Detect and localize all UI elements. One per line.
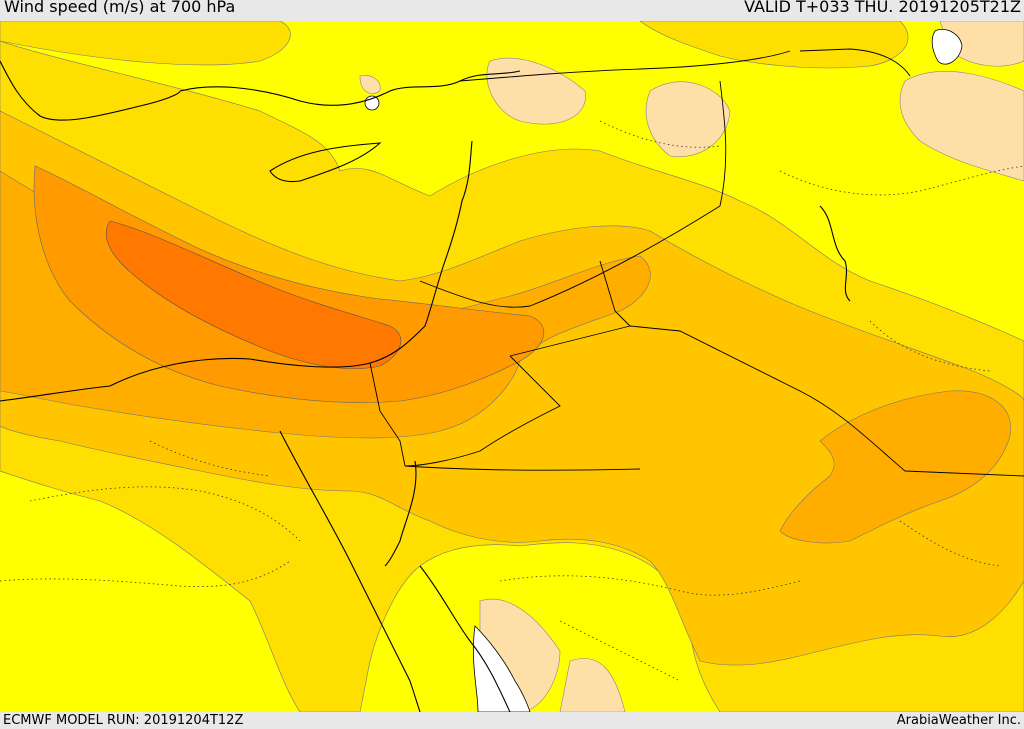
model-run-label: ECMWF MODEL RUN: 20191204T12Z xyxy=(3,713,244,728)
map-header: Wind speed (m/s) at 700 hPa VALID T+033 … xyxy=(0,0,1024,21)
map-title: Wind speed (m/s) at 700 hPa xyxy=(4,0,236,16)
valid-time: VALID T+033 THU. 20191205T21Z xyxy=(744,0,1021,16)
wind-speed-map xyxy=(0,21,1024,712)
low-wind-patches xyxy=(359,21,1024,712)
coastlines xyxy=(0,60,851,712)
wind-band-4 xyxy=(33,165,545,403)
wind-band-2 xyxy=(0,110,1024,666)
map-footer: ECMWF MODEL RUN: 20191204T12Z ArabiaWeat… xyxy=(0,712,1024,729)
country-borders xyxy=(369,48,1024,477)
map-canvas xyxy=(0,21,1024,712)
credit-label: ArabiaWeather Inc. xyxy=(896,713,1021,728)
open-water xyxy=(364,29,963,712)
admin-boundaries xyxy=(0,120,1024,682)
wind-band-5 xyxy=(105,220,402,370)
